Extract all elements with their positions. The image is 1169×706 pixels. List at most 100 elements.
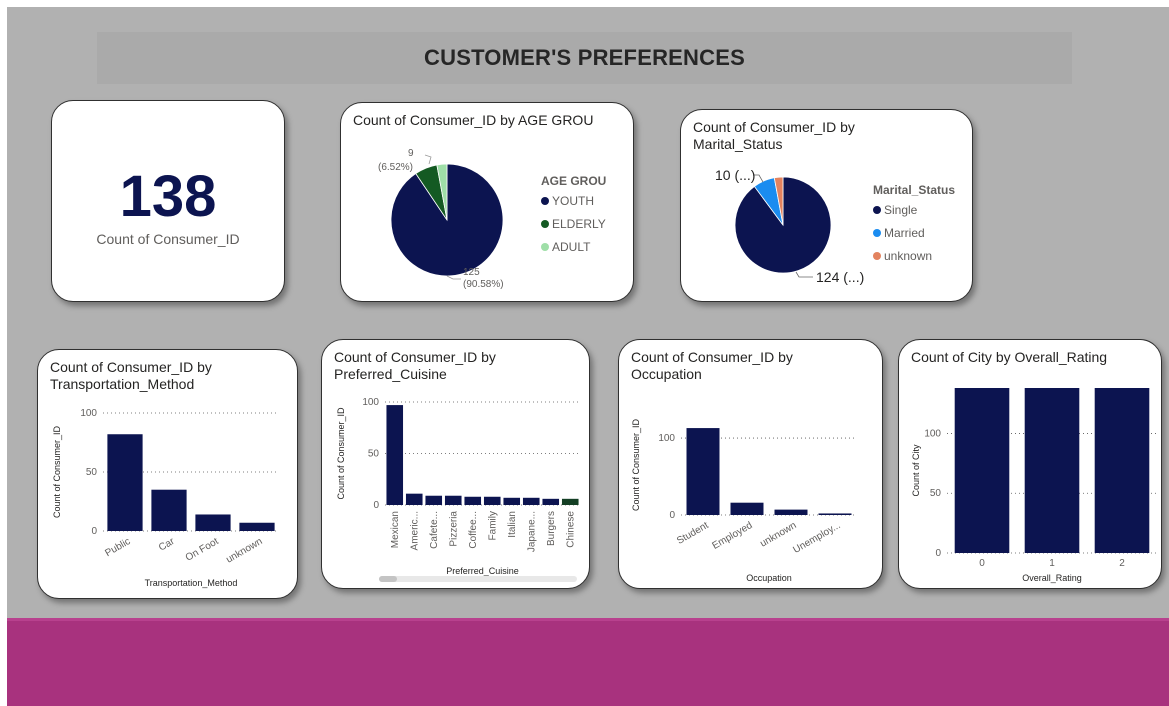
x-tick-label: Car xyxy=(157,536,177,554)
data-label-percent: (90.58%) xyxy=(463,279,504,290)
legend-marker-adult xyxy=(541,243,549,251)
legend-marker-married xyxy=(873,229,881,237)
kpi-value: 138 xyxy=(119,164,217,229)
y-tick-label: 50 xyxy=(368,449,380,460)
x-axis-label: Preferred_Cuisine xyxy=(446,566,519,576)
pie-slice-adult[interactable] xyxy=(436,163,448,221)
legend-marker-single xyxy=(873,206,881,214)
data-label-leader xyxy=(753,174,764,183)
x-tick-label: On Foot xyxy=(184,536,221,564)
marital-status-pie-card[interactable]: Count of Consumer_ID by Marital_Status M… xyxy=(680,109,973,302)
bar-coffee-[interactable] xyxy=(464,496,482,505)
age-group-chart-title: Count of Consumer_ID by AGE GROU xyxy=(353,112,594,128)
x-axis-label: Occupation xyxy=(746,573,792,583)
y-axis-label: Count of City xyxy=(911,444,921,497)
bar-chinese[interactable] xyxy=(561,498,579,505)
bar-cafete-[interactable] xyxy=(425,495,443,505)
y-tick-label: 0 xyxy=(935,548,941,559)
y-tick-label: 50 xyxy=(930,488,942,499)
legend-marker-youth xyxy=(541,197,549,205)
y-axis-label: Count of Consumer_ID xyxy=(52,425,62,518)
rating-bar-chart[interactable]: 0 50 100 0 1 2 Overall_Rating Count of City xyxy=(899,340,1161,588)
x-tick-label: Employed xyxy=(710,520,754,552)
x-tick-label: Chinese xyxy=(565,511,576,548)
bar-unemploy-[interactable] xyxy=(818,513,852,515)
transport-bar-chart[interactable]: 0 50 100 Public Car On Foot unknown Transportat… xyxy=(38,350,297,598)
bar-mexican[interactable] xyxy=(386,405,404,505)
bar-japane-[interactable] xyxy=(522,497,540,505)
legend-label-single: Single xyxy=(884,203,918,217)
bar-2[interactable] xyxy=(1094,388,1150,553)
report-title-bar: CUSTOMER'S PREFERENCES xyxy=(97,32,1072,84)
occupation-chart-title: Count of Consumer_ID by Occupation xyxy=(631,349,793,382)
bar-burgers[interactable] xyxy=(542,498,560,505)
x-tick-label: 2 xyxy=(1119,558,1125,569)
bar-italian[interactable] xyxy=(503,497,521,505)
data-label-leader xyxy=(795,271,813,278)
marital-status-pie-chart[interactable]: Marital_Status Single Married unknown 124 (.… xyxy=(681,110,972,301)
marital-status-chart-title: Count of Consumer_ID by Marital_Status xyxy=(693,119,855,152)
bar-unknown[interactable] xyxy=(774,509,808,515)
report-title: CUSTOMER'S PREFERENCES xyxy=(424,45,745,70)
transport-bar-card[interactable]: Count of Consumer_ID by Transportation_M… xyxy=(37,349,298,599)
data-label-leader xyxy=(446,275,461,280)
bar-employed[interactable] xyxy=(730,502,764,515)
legend-label-married: Married xyxy=(884,226,925,240)
cuisine-bar-card[interactable]: Count of Consumer_ID by Preferred_Cuisin… xyxy=(321,339,590,589)
y-axis-label: Count of Consumer_ID xyxy=(631,418,641,511)
x-tick-label: Japane... xyxy=(526,511,537,552)
age-group-pie-chart[interactable]: AGE GROU YOUTH ELDERLY ADULT 125(90.58%) 9 (6.… xyxy=(341,103,633,301)
x-tick-label: Italian xyxy=(507,511,518,538)
y-tick-label: 0 xyxy=(373,500,379,511)
age-group-pie-card[interactable]: Count of Consumer_ID by AGE GROU AGE GRO… xyxy=(340,102,634,302)
cuisine-bar-chart[interactable]: 0 50 100 Mexican Americ... Cafete... Pizzeria C… xyxy=(322,340,589,588)
x-tick-label: Family xyxy=(487,511,498,540)
legend-marker-unknown xyxy=(873,252,881,260)
occupation-bar-card[interactable]: Count of Consumer_ID by Occupation 0 100 S… xyxy=(618,339,883,589)
legend-label-elderly: ELDERLY xyxy=(552,217,606,231)
x-tick-label: Public xyxy=(103,536,132,559)
y-tick-label: 100 xyxy=(658,433,675,444)
x-tick-label: Student xyxy=(675,520,711,547)
x-tick-label: Pizzeria xyxy=(448,511,459,547)
data-label-value: 125 xyxy=(463,267,480,278)
bar-pizzeria[interactable] xyxy=(444,495,462,505)
rating-bar-card[interactable]: Count of City by Overall_Rating 0 50 100 0 1… xyxy=(898,339,1162,589)
y-tick-label: 0 xyxy=(669,510,675,521)
x-tick-label: Cafete... xyxy=(429,511,440,549)
bar-car[interactable] xyxy=(151,489,187,531)
legend-title: Marital_Status xyxy=(873,183,955,197)
cuisine-chart-title: Count of Consumer_ID by Preferred_Cuisin… xyxy=(334,349,496,382)
legend-label-unknown: unknown xyxy=(884,249,932,263)
scrollbar-track xyxy=(379,576,577,582)
y-tick-label: 0 xyxy=(91,526,97,537)
bar-family[interactable] xyxy=(483,496,501,505)
y-axis-label: Count of Consumer_ID xyxy=(336,407,346,500)
footer-band xyxy=(7,618,1169,706)
y-tick-label: 50 xyxy=(86,467,98,478)
x-tick-label: unknown xyxy=(224,536,264,566)
x-tick-label: Mexican xyxy=(390,511,401,548)
bar-americ-[interactable] xyxy=(405,493,423,505)
data-label-value: 9 xyxy=(408,148,414,159)
data-label-value: 124 (...) xyxy=(816,269,864,285)
x-axis-label: Overall_Rating xyxy=(1022,573,1082,583)
pie-slice-unknown[interactable] xyxy=(773,176,784,226)
scrollbar-thumb[interactable] xyxy=(379,576,397,582)
x-tick-label: Americ... xyxy=(409,511,420,550)
y-tick-label: 100 xyxy=(80,408,97,419)
bar-student[interactable] xyxy=(686,428,720,515)
bar-on-foot[interactable] xyxy=(195,514,231,531)
data-label-value: 10 (...) xyxy=(715,167,755,183)
kpi-card[interactable]: 138 Count of Consumer_ID xyxy=(51,100,285,302)
legend-marker-elderly xyxy=(541,220,549,228)
kpi-label: Count of Consumer_ID xyxy=(96,231,240,247)
x-axis-label: Transportation_Method xyxy=(145,578,238,588)
y-tick-label: 100 xyxy=(362,397,379,408)
bar-unknown[interactable] xyxy=(239,522,275,531)
bar-public[interactable] xyxy=(107,434,143,531)
legend-label-youth: YOUTH xyxy=(552,194,594,208)
bar-1[interactable] xyxy=(1024,388,1080,553)
bar-0[interactable] xyxy=(954,388,1010,553)
